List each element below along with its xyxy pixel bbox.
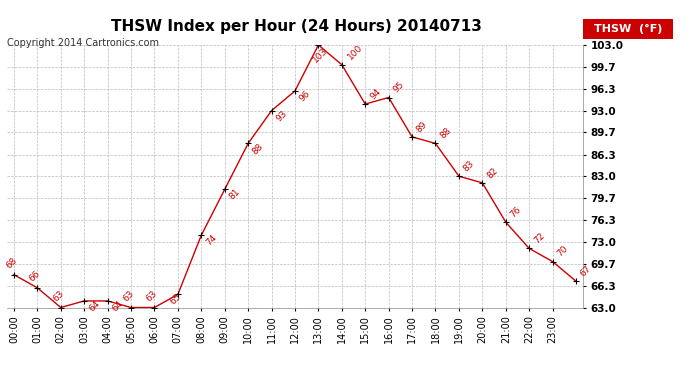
- Text: 82: 82: [485, 166, 500, 180]
- Text: 81: 81: [228, 188, 242, 202]
- Text: 94: 94: [368, 87, 382, 101]
- Text: 70: 70: [555, 244, 570, 259]
- Text: 63: 63: [121, 289, 136, 303]
- Text: 64: 64: [110, 299, 125, 314]
- Text: 74: 74: [204, 233, 219, 248]
- Text: 93: 93: [275, 109, 289, 123]
- Text: 95: 95: [391, 80, 406, 95]
- Text: 89: 89: [415, 120, 429, 134]
- Text: 76: 76: [509, 205, 523, 219]
- Text: 64: 64: [87, 299, 101, 314]
- Text: THSW  (°F): THSW (°F): [593, 24, 662, 34]
- Text: 100: 100: [346, 44, 364, 62]
- Text: 63: 63: [145, 289, 159, 303]
- Text: 68: 68: [4, 256, 19, 270]
- Text: 72: 72: [532, 231, 546, 246]
- Text: 96: 96: [298, 89, 313, 104]
- Text: 88: 88: [251, 141, 266, 156]
- Text: 67: 67: [579, 264, 593, 279]
- Text: 83: 83: [462, 159, 476, 174]
- Text: 103: 103: [311, 46, 330, 64]
- Text: 88: 88: [438, 126, 453, 141]
- Text: 66: 66: [28, 269, 42, 284]
- Text: THSW Index per Hour (24 Hours) 20140713: THSW Index per Hour (24 Hours) 20140713: [111, 19, 482, 34]
- Text: 65: 65: [168, 292, 183, 307]
- Text: Copyright 2014 Cartronics.com: Copyright 2014 Cartronics.com: [7, 38, 159, 48]
- Text: 63: 63: [51, 289, 66, 303]
